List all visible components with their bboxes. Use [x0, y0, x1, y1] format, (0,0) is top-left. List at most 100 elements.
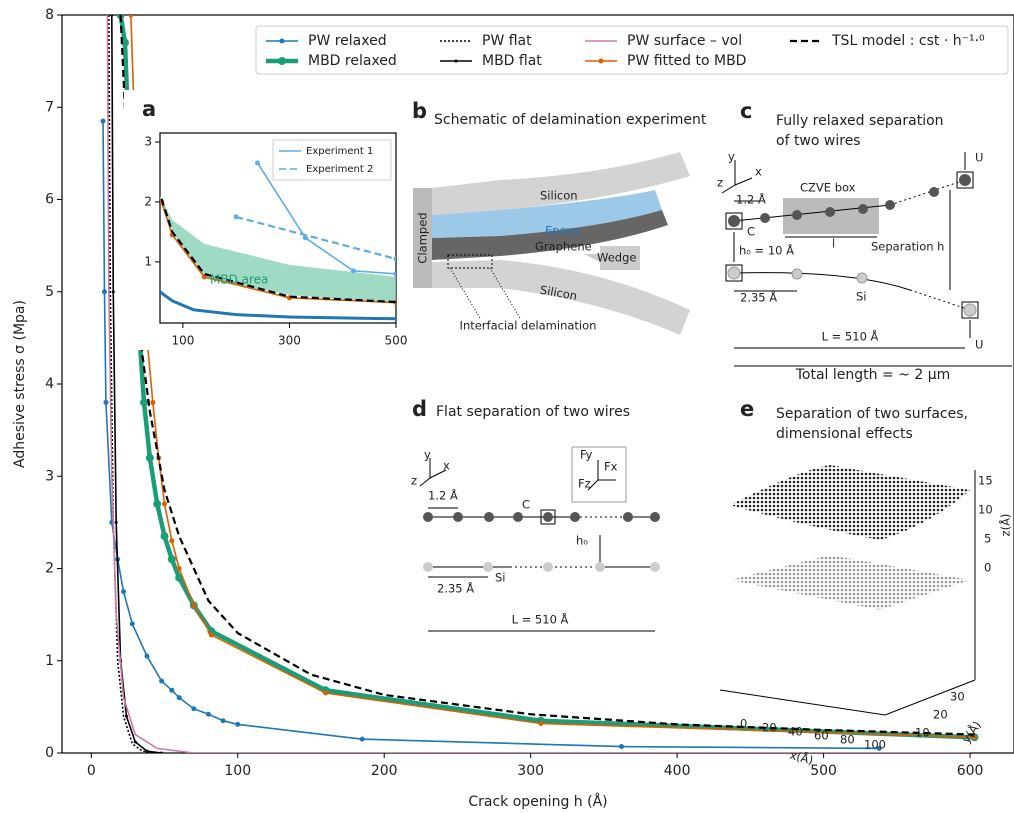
data-point	[538, 721, 543, 726]
annotation: MBD area	[210, 273, 268, 287]
data-point	[161, 532, 169, 540]
label: Fy	[580, 448, 593, 462]
data-point	[191, 603, 196, 608]
data-point	[115, 521, 118, 524]
legend: PW relaxedMBD relaxedPW flatMBD flatPW s…	[256, 26, 1008, 74]
label: 2.35 Å	[437, 581, 474, 596]
x-tick-label: 300	[517, 763, 544, 779]
label: 1.2 Å	[428, 488, 458, 503]
panel-label: d	[412, 397, 427, 421]
tick: 100	[864, 738, 886, 752]
label: L = 510 Å	[512, 612, 569, 627]
label: y	[424, 448, 431, 462]
y-tick-label: 5	[45, 284, 54, 300]
label: x	[755, 165, 762, 179]
panel-c: c Fully relaxed separation of two wires …	[717, 99, 1012, 383]
legend-marker	[278, 57, 286, 65]
figure: 0100200300400500600012345678 Crack openi…	[0, 0, 1014, 813]
data-point	[150, 400, 155, 405]
data-point	[112, 290, 115, 293]
label: CZVE box	[800, 181, 856, 195]
label: Fz	[578, 477, 591, 491]
x-tick-label: 600	[957, 763, 984, 779]
data-point	[103, 400, 108, 405]
x-tick-label: 300	[278, 334, 301, 348]
panel-label: b	[412, 99, 427, 123]
y-tick-label: 2	[45, 561, 54, 577]
legend-label: Experiment 2	[306, 164, 373, 175]
label: U	[975, 151, 983, 165]
x-tick-label: 100	[171, 334, 194, 348]
data-point	[121, 589, 126, 594]
y-tick-label: 3	[144, 134, 152, 148]
legend-label: Experiment 1	[306, 146, 373, 157]
y-tick-label: 4	[45, 376, 54, 392]
data-point	[209, 632, 214, 637]
panel-label: e	[740, 397, 754, 421]
axes-glyph	[722, 160, 752, 193]
panel-b: b Schematic of delamination experiment C…	[412, 99, 707, 335]
panel-title: Schematic of delamination experiment	[434, 112, 707, 128]
legend-marker	[455, 60, 458, 63]
label: Interfacial delamination	[460, 319, 597, 333]
label: h₀	[576, 534, 588, 548]
y-tick-label: 2	[144, 194, 152, 208]
panel-d: d Flat separation of two wires y x z 1.2…	[411, 397, 660, 631]
panel-label: c	[740, 99, 752, 123]
legend-label: TSL model : cst · h⁻¹·⁰	[831, 33, 985, 49]
data-point	[351, 268, 356, 273]
tick: 80	[840, 733, 855, 747]
label: C	[747, 225, 755, 239]
label: Graphene	[535, 240, 592, 254]
legend-marker	[280, 39, 285, 44]
x-tick-label: 100	[224, 763, 251, 779]
label: 1.2 Å	[736, 192, 766, 207]
data-point	[130, 621, 135, 626]
panel-title: Flat separation of two wires	[436, 404, 630, 420]
label: Fx	[604, 460, 618, 474]
data-point	[168, 555, 176, 563]
tick: 10	[978, 503, 993, 517]
label: l	[832, 237, 835, 251]
y-tick-label: 1	[45, 653, 54, 669]
tick: 40	[788, 725, 803, 739]
data-point	[235, 722, 240, 727]
data-point	[102, 289, 107, 294]
data-point	[128, 13, 133, 18]
data-point	[145, 750, 148, 753]
data-point	[177, 695, 182, 700]
y-tick-label: 0	[45, 745, 54, 761]
data-point	[101, 119, 106, 124]
label: U	[975, 338, 983, 352]
label: Si	[856, 290, 867, 304]
legend-label: PW relaxed	[308, 33, 387, 49]
tick: 10	[915, 726, 930, 740]
wire-bottom	[734, 273, 910, 290]
panel-e: e Separation of two surfaces, dimensiona…	[720, 397, 1013, 767]
label: 2.35 Å	[740, 290, 777, 305]
tick: 5	[984, 532, 991, 546]
tick: 60	[814, 729, 829, 743]
tick: 20	[933, 708, 948, 722]
x-tick-label: 200	[371, 763, 398, 779]
surface-top	[730, 465, 970, 540]
data-point	[360, 737, 365, 742]
data-point	[234, 214, 239, 219]
axis-label: x(Å)	[788, 747, 815, 768]
x-tick-label: 500	[385, 334, 408, 348]
label: z	[411, 474, 417, 488]
data-point	[160, 752, 163, 755]
x-tick-label: 500	[810, 763, 837, 779]
axis-label: y(Å)	[958, 718, 984, 746]
panel-title: Separation of two surfaces,	[776, 406, 968, 422]
label: Epoxy	[545, 224, 580, 238]
x-axis-label: Crack opening h (Å)	[468, 793, 607, 810]
y-axis-label: Adhesive stress σ (Mpa)	[12, 300, 28, 468]
legend-label: PW flat	[482, 33, 532, 49]
panel-label: a	[142, 97, 156, 121]
label: L = 510 Å	[822, 329, 879, 344]
panel-title: Fully relaxed separation	[776, 113, 944, 129]
label: Wedge	[597, 251, 636, 265]
label: Si	[495, 571, 506, 585]
data-point	[125, 715, 128, 718]
